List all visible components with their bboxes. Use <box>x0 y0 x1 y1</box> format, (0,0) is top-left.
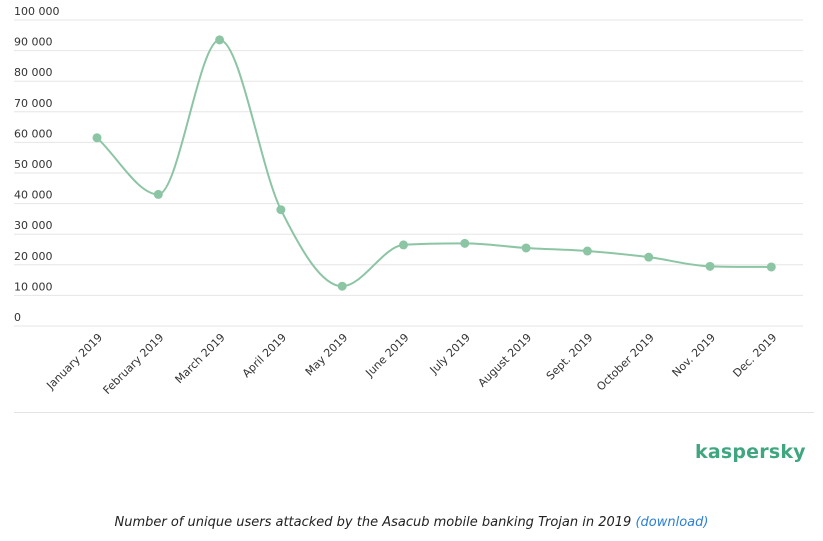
y-tick-label: 30 000 <box>14 219 53 232</box>
x-tick-label: Sept. 2019 <box>544 331 596 383</box>
data-point <box>705 261 715 271</box>
x-tick-label: March 2019 <box>173 331 228 386</box>
x-tick-label: October 2019 <box>594 331 657 394</box>
data-point <box>215 35 225 45</box>
y-tick-label: 70 000 <box>14 97 53 110</box>
y-tick-label: 60 000 <box>14 127 53 140</box>
data-point <box>92 133 102 143</box>
x-tick-label: Dec. 2019 <box>730 331 779 380</box>
kaspersky-logo: kaspersky <box>695 441 806 463</box>
x-tick-label: August 2019 <box>476 331 535 390</box>
data-point <box>644 252 654 262</box>
x-tick-label: July 2019 <box>427 331 473 377</box>
data-point <box>766 262 776 272</box>
line-chart: 0 10 000 20 000 30 000 40 000 50 000 60 000 70 … <box>14 5 803 397</box>
y-tick-label: 80 000 <box>14 66 53 79</box>
data-point <box>276 205 286 215</box>
gridlines <box>14 19 803 327</box>
x-tick-label: May 2019 <box>303 331 351 379</box>
chart-caption: Number of unique users attacked by the A… <box>0 515 823 530</box>
y-tick-label: 90 000 <box>14 36 53 49</box>
y-axis-ticks: 0 10 000 20 000 30 000 40 000 50 000 60 000 70 … <box>14 5 60 324</box>
data-point <box>460 238 470 248</box>
x-tick-label: February 2019 <box>100 331 166 397</box>
data-point <box>153 189 163 199</box>
y-tick-label: 20 000 <box>14 250 53 263</box>
download-link[interactable]: (download) <box>635 515 709 530</box>
y-tick-label: 40 000 <box>14 189 53 202</box>
series-line <box>96 38 772 288</box>
data-point <box>582 246 592 256</box>
x-tick-label: June 2019 <box>363 331 412 380</box>
data-point <box>521 243 531 253</box>
x-tick-label: January 2019 <box>43 331 105 393</box>
y-tick-label: 10 000 <box>14 280 53 293</box>
y-tick-label: 100 000 <box>14 5 60 18</box>
divider <box>14 412 814 413</box>
x-tick-label: Nov. 2019 <box>670 331 719 380</box>
y-tick-label: 0 <box>14 311 21 324</box>
x-tick-label: April 2019 <box>240 331 289 380</box>
data-points <box>92 35 776 291</box>
y-tick-label: 50 000 <box>14 158 53 171</box>
data-point <box>337 281 347 291</box>
data-point <box>399 240 408 250</box>
caption-text: Number of unique users attacked by the A… <box>114 515 632 530</box>
